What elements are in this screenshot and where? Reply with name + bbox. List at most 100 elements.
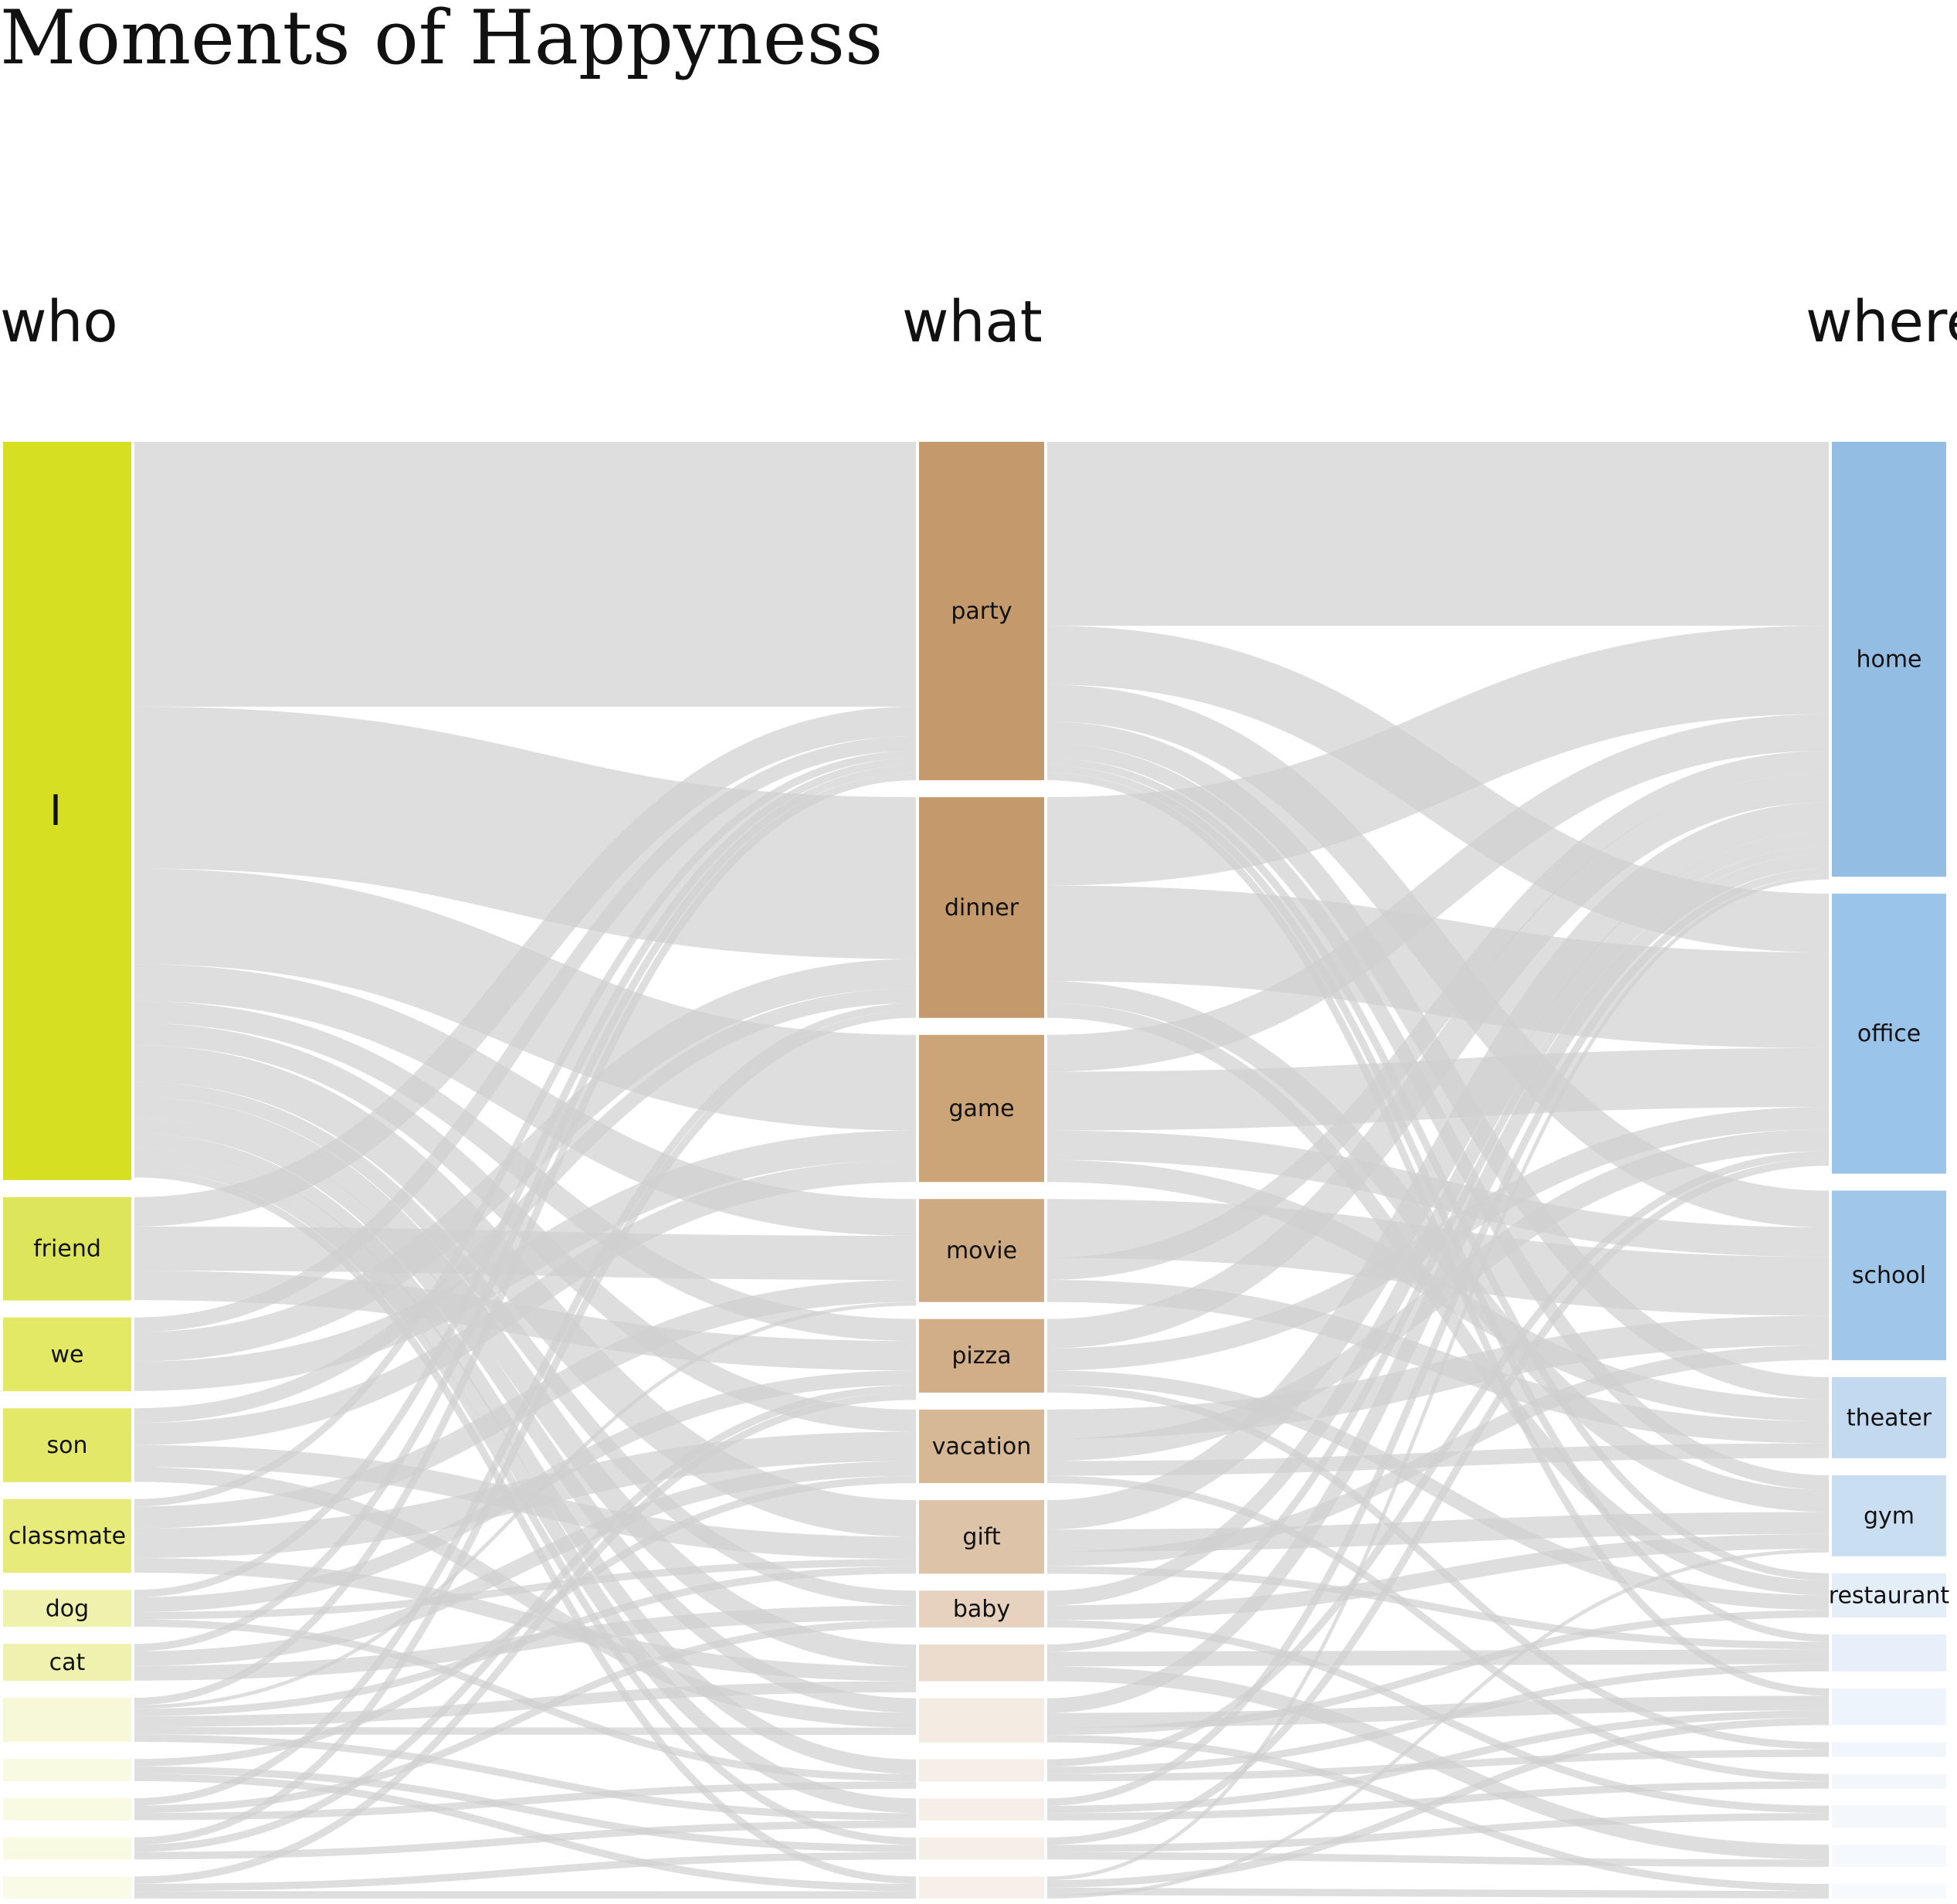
link-links1-39 (134, 1727, 917, 1736)
who-label-dog: dog (46, 1595, 89, 1622)
link-links2-26 (1046, 1475, 1830, 1782)
column-header-who: who (0, 289, 118, 355)
where-node-school (1832, 1190, 1946, 1360)
link-links1-14 (134, 706, 917, 1227)
where-label-restaurant: restaurant (1829, 1582, 1950, 1609)
link-links1-17 (134, 735, 917, 1332)
link-links2-35 (1046, 1649, 1830, 1667)
link-links2-32 (1046, 1534, 1830, 1621)
where-node-restaurant (1832, 1573, 1946, 1618)
link-links1-13 (134, 1169, 917, 1884)
link-links2-12 (1046, 714, 1830, 1072)
who-node-friend (3, 1196, 131, 1301)
link-links1-1 (134, 706, 917, 959)
who-label-cat: cat (49, 1649, 86, 1676)
where-node-unlabeled-9 (1832, 1773, 1946, 1789)
where-label-school: school (1852, 1262, 1926, 1289)
what-node-unlabeled-12 (919, 1837, 1044, 1860)
where-node-gym (1832, 1475, 1946, 1556)
who-node-classmate (3, 1498, 131, 1573)
link-links1-38 (134, 1681, 917, 1728)
what-node-party (919, 442, 1044, 781)
link-links1-30 (134, 1559, 917, 1620)
link-links1-28 (134, 758, 917, 1597)
link-links1-51 (134, 1851, 917, 1892)
who-node-unlabeled-9 (3, 1797, 131, 1821)
link-links2-44 (1046, 868, 1830, 1806)
where-label-home: home (1856, 646, 1921, 673)
link-links1-48 (134, 1385, 917, 1852)
where-node-unlabeled-6 (1832, 1634, 1946, 1672)
column-header-where: where (1806, 289, 1957, 355)
link-links1-43 (134, 1773, 917, 1892)
link-links1-24 (134, 751, 917, 1507)
link-links2-42 (1046, 1664, 1830, 1774)
where-label-theater: theater (1847, 1404, 1932, 1431)
link-links1-50 (134, 1392, 917, 1884)
link-links1-46 (134, 1781, 917, 1821)
what-where-links (1046, 442, 1830, 1899)
link-links1-18 (134, 959, 917, 1362)
link-links2-38 (1046, 1695, 1830, 1728)
chart-title: Moments of Happyness (0, 0, 883, 81)
what-node-unlabeled-9 (919, 1698, 1044, 1743)
link-links1-19 (134, 1130, 917, 1391)
what-label-game: game (948, 1095, 1014, 1122)
where-node-unlabeled-11 (1832, 1845, 1946, 1867)
link-links2-21 (1046, 1370, 1830, 1610)
what-label-dinner: dinner (945, 894, 1019, 921)
what-node-baby (919, 1590, 1044, 1627)
link-links2-53 (1046, 1549, 1830, 1899)
link-links2-50 (1046, 875, 1830, 1881)
what-node-unlabeled-10 (919, 1759, 1044, 1782)
who-node-cat (3, 1644, 131, 1681)
link-links2-20 (1046, 1107, 1830, 1371)
who-node-I (3, 442, 131, 1180)
what-label-baby: baby (953, 1596, 1010, 1623)
link-links2-52 (1046, 1887, 1830, 1899)
who-label-classmate: classmate (8, 1523, 126, 1550)
what-label-gift: gift (962, 1524, 1000, 1551)
where-label-gym: gym (1864, 1502, 1915, 1529)
where-node-unlabeled-10 (1832, 1805, 1946, 1828)
link-links1-47 (134, 1010, 917, 1845)
link-links1-45 (134, 1620, 917, 1814)
link-links1-21 (134, 1159, 917, 1445)
link-links2-13 (1046, 1047, 1830, 1131)
column-header-what: what (902, 289, 1043, 355)
who-node-unlabeled-8 (3, 1759, 131, 1781)
link-links2-47 (1046, 1158, 1830, 1845)
what-node-unlabeled-11 (919, 1798, 1044, 1821)
what-node-vacation (919, 1409, 1044, 1484)
link-links2-17 (1046, 751, 1830, 1281)
who-what-links (134, 442, 917, 1899)
where-label-office: office (1857, 1020, 1921, 1047)
what-label-movie: movie (946, 1237, 1017, 1264)
who-node-dog (3, 1590, 131, 1627)
who-label-I: I (49, 786, 62, 835)
who-label-we: we (51, 1341, 84, 1368)
where-node-theater (1832, 1376, 1946, 1458)
link-links2-34 (1046, 846, 1830, 1652)
link-links2-49 (1046, 1851, 1830, 1867)
what-node-unlabeled-13 (919, 1876, 1044, 1899)
link-links1-36 (134, 1302, 917, 1709)
link-links2-8 (1046, 626, 1830, 886)
link-links2-31 (1046, 831, 1830, 1606)
where-node-unlabeled-7 (1832, 1688, 1946, 1726)
who-node-unlabeled-11 (3, 1876, 131, 1899)
where-node-office (1832, 893, 1946, 1174)
link-links2-9 (1046, 885, 1830, 1048)
what-node-pizza (919, 1319, 1044, 1393)
link-links1-2 (134, 868, 917, 1131)
link-links2-48 (1046, 1813, 1830, 1852)
who-node-we (3, 1317, 131, 1392)
link-links1-44 (134, 1003, 917, 1806)
who-node-son (3, 1408, 131, 1482)
what-node-dinner (919, 797, 1044, 1018)
what-label-party: party (951, 598, 1012, 625)
link-links1-35 (134, 772, 917, 1705)
who-node-unlabeled-7 (3, 1697, 131, 1743)
